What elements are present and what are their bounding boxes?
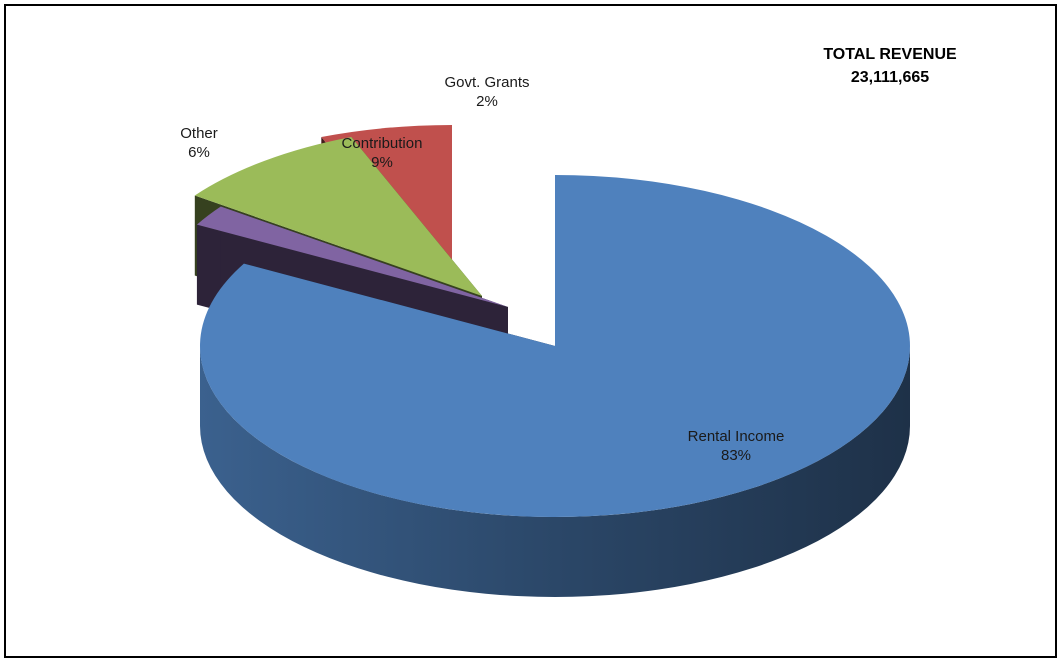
slice-name: Govt. Grants: [444, 74, 530, 91]
slice-label-other: Other 6%: [180, 124, 218, 162]
slice-percent: 9%: [371, 154, 393, 171]
total-revenue-value: 23,111,665: [850, 69, 930, 86]
slice-name: Rental Income: [687, 428, 785, 445]
slice-label-govt-grants: Govt. Grants 2%: [444, 73, 529, 111]
slice-side: [200, 346, 910, 597]
slice-percent: 6%: [188, 144, 210, 161]
slice-top: [196, 206, 508, 307]
slice-percent: 2%: [476, 93, 498, 110]
slice-name: Other: [180, 125, 218, 142]
slice-label-contribution: Contribution 9%: [342, 134, 423, 172]
slice-name: Contribution: [341, 135, 423, 152]
slice-label-rental-income: Rental Income 83%: [688, 427, 785, 465]
pie-slice-rental-income: [200, 175, 910, 597]
total-revenue-heading: TOTAL REVENUE 23,111,665: [790, 43, 990, 89]
slice-top: [194, 137, 483, 296]
slice-top: [200, 175, 910, 518]
total-revenue-label: TOTAL REVENUE: [823, 46, 957, 63]
slice-percent: 83%: [720, 447, 752, 464]
